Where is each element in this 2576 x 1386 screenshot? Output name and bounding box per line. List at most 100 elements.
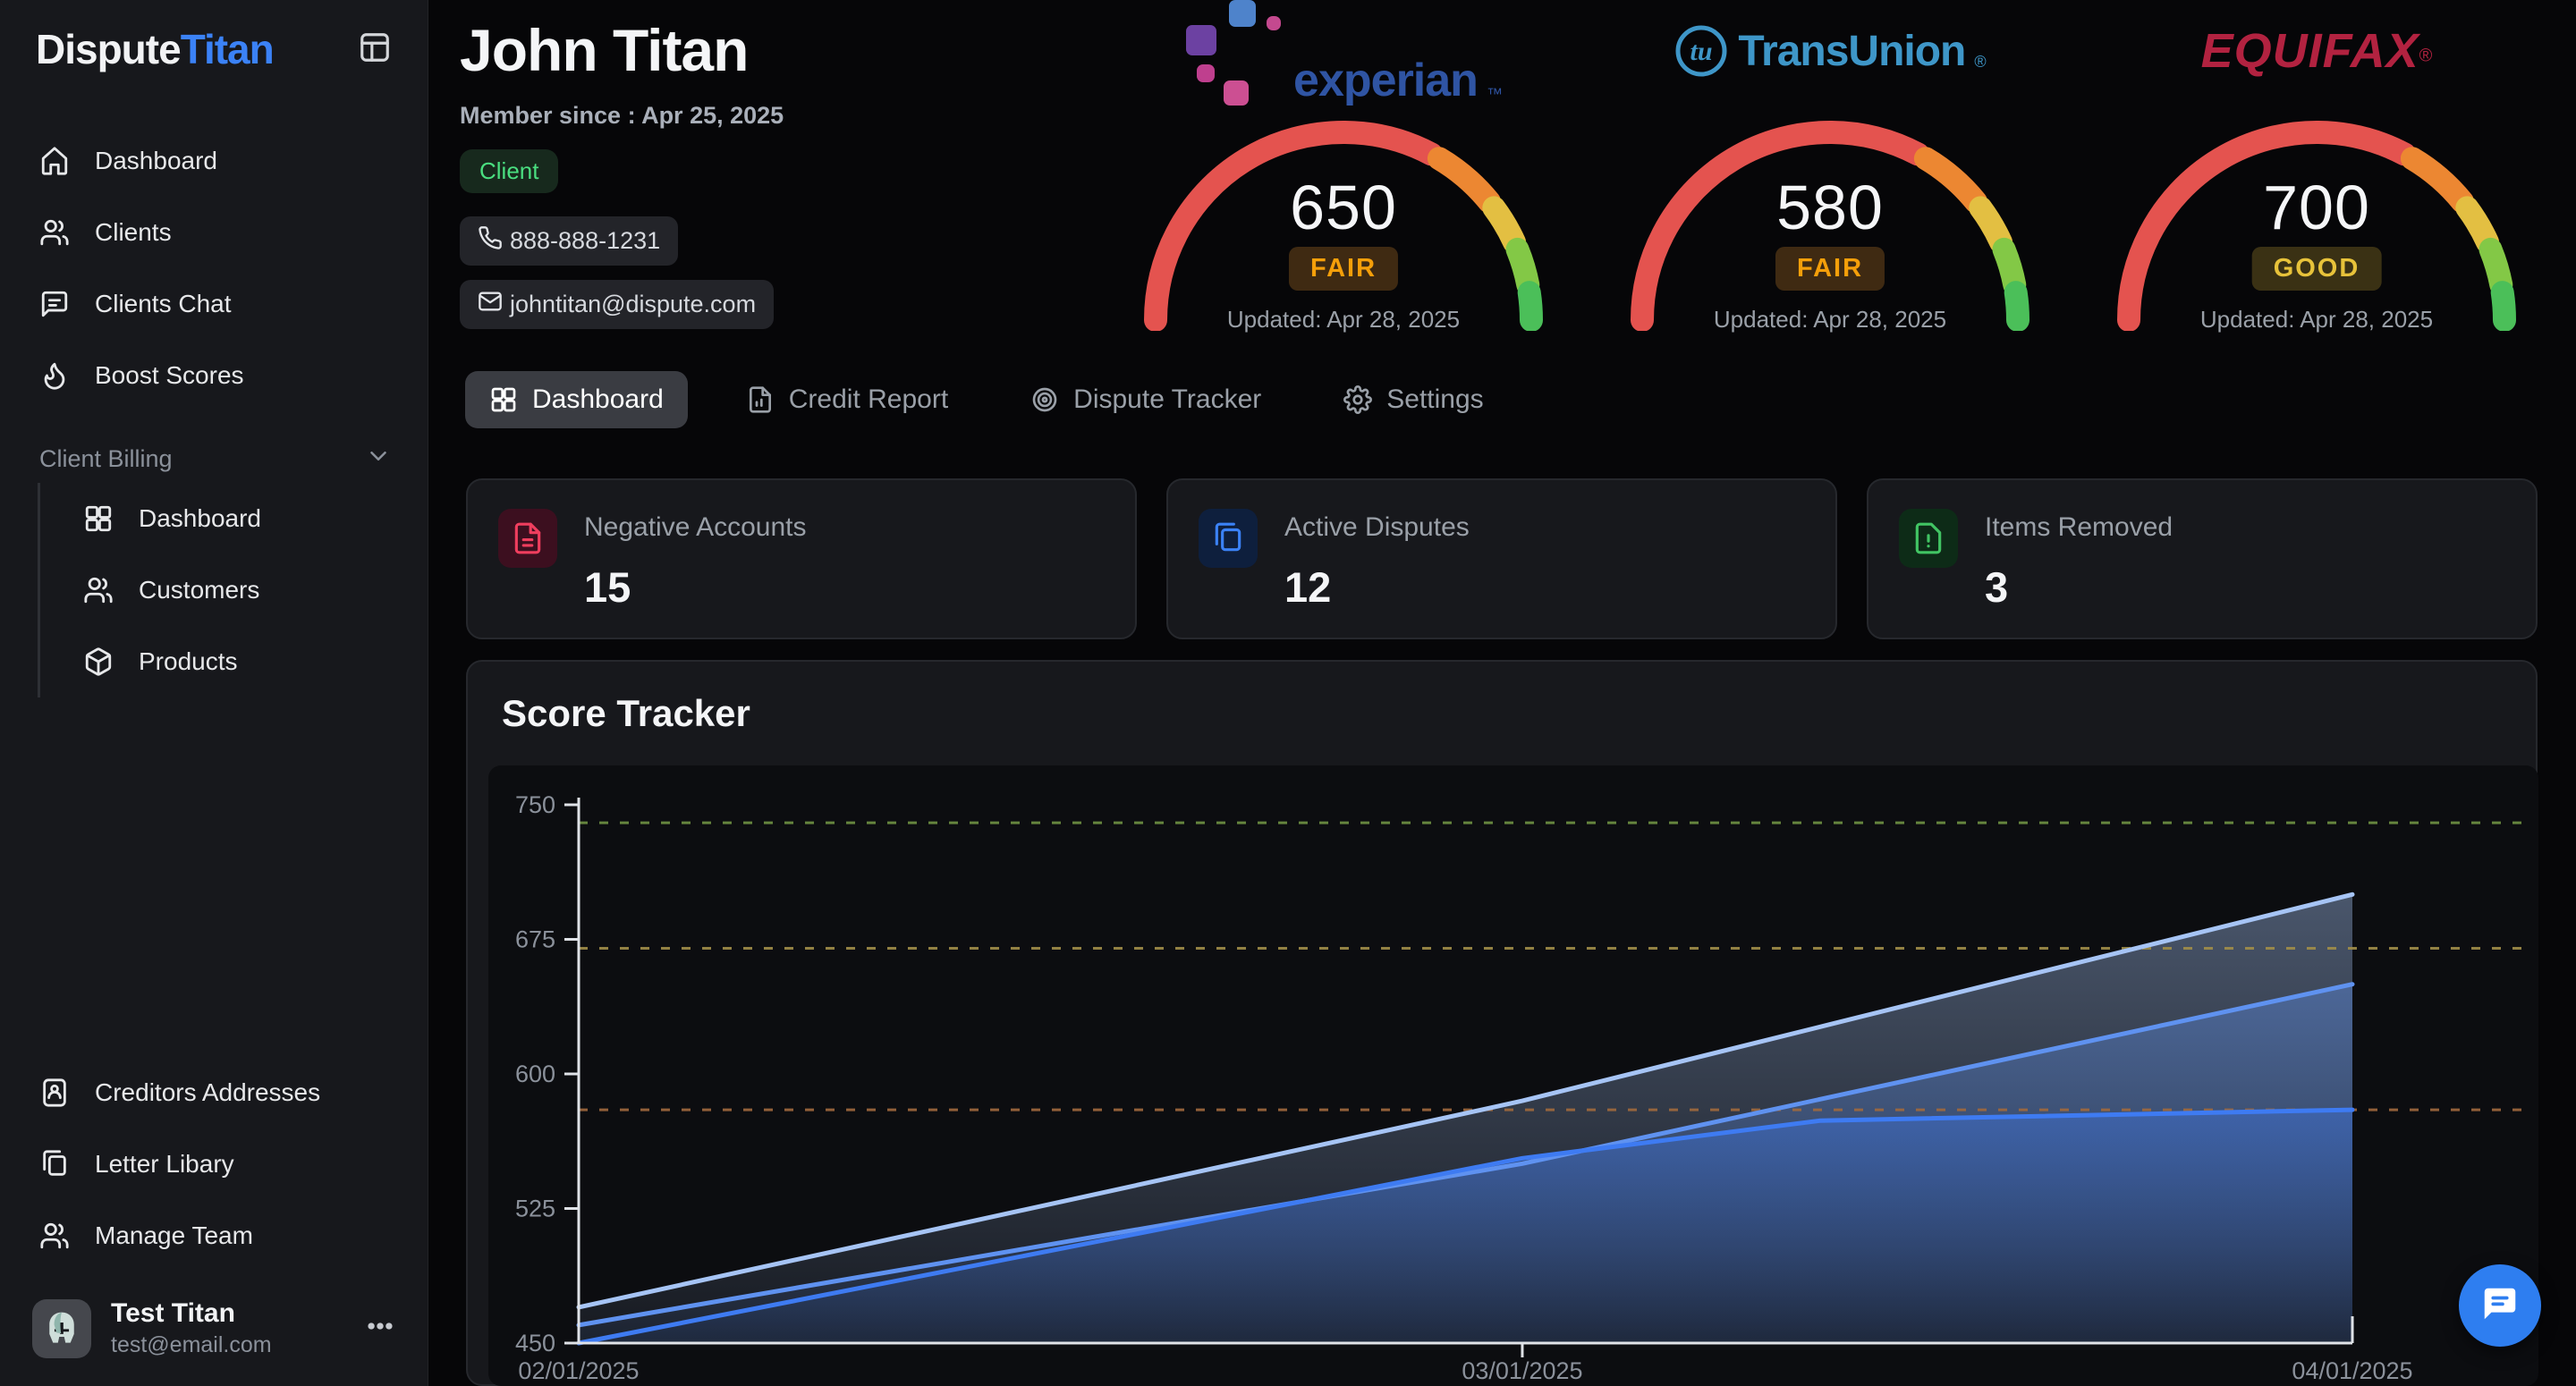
- credit-score-value: 580: [1776, 173, 1884, 242]
- sidebar-item-clients[interactable]: Clients: [0, 197, 428, 268]
- sidebar-section-client-billing[interactable]: Client Billing: [0, 435, 428, 483]
- svg-text:450: 450: [515, 1330, 555, 1356]
- sidebar-item-creditors-addresses[interactable]: Creditors Addresses: [0, 1057, 428, 1128]
- users-icon: [83, 575, 114, 605]
- credit-score-value: 650: [1290, 173, 1397, 242]
- user-options-button[interactable]: [365, 1311, 395, 1346]
- member-since: Member since : Apr 25, 2025: [460, 102, 784, 129]
- chat-bubble-icon: [2479, 1283, 2521, 1329]
- user-email: test@email.com: [111, 1332, 272, 1357]
- sidebar-toggle-button[interactable]: [358, 30, 392, 69]
- stat-card-negative-accounts: Negative Accounts 15: [466, 478, 1137, 639]
- score-line-chart: 450 525 600 675 750 02/01/2025 03/01/2025 04/01…: [515, 791, 2531, 1384]
- svg-text:600: 600: [515, 1061, 555, 1087]
- score-tracker-chart: 450 525 600 675 750 02/01/2025 03/01/2025 04/01…: [488, 765, 2538, 1386]
- score-rating-badge: FAIR: [1288, 247, 1399, 291]
- experian-dots-icon: [1184, 0, 1284, 106]
- filealert-icon: [1899, 509, 1958, 568]
- phone-chip[interactable]: 888-888-1231: [460, 216, 679, 266]
- score-tracker-card: Score Tracker 450 525 600 675 750 02/01/2025 0…: [466, 660, 2538, 1386]
- mail-icon: [478, 289, 503, 320]
- score-rating-badge: GOOD: [2251, 247, 2382, 291]
- avatar: [32, 1298, 91, 1358]
- score-updated-date: Updated: Apr 28, 2025: [1226, 306, 1461, 333]
- files-icon: [1199, 509, 1258, 568]
- transunion-logo: tu TransUnion ®: [1674, 23, 1987, 79]
- score-gauge-arc: 650 FAIR Updated: Apr 28, 2025: [1129, 97, 1558, 333]
- credit-score-value: 700: [2263, 173, 2370, 242]
- gauge-equifax: EQUIFAX® 700 GOOD Updated: Apr 28, 2025: [2102, 9, 2531, 333]
- filechart-icon: [746, 385, 775, 414]
- svg-text:675: 675: [515, 926, 555, 953]
- score-tracker-title: Score Tracker: [502, 692, 750, 734]
- tab-credit-report[interactable]: Credit Report: [722, 371, 972, 428]
- svg-text:525: 525: [515, 1196, 555, 1222]
- score-gauge-arc: 700 GOOD Updated: Apr 28, 2025: [2102, 97, 2531, 333]
- stat-card-active-disputes: Active Disputes 12: [1166, 478, 1837, 639]
- panel-layout-icon: [358, 30, 392, 69]
- stat-card-items-removed: Items Removed 3: [1867, 478, 2538, 639]
- home-icon: [39, 146, 70, 176]
- sidebar-item-letter-libary[interactable]: Letter Libary: [0, 1128, 428, 1200]
- score-rating-badge: FAIR: [1775, 247, 1885, 291]
- client-name: John Titan: [460, 17, 749, 83]
- svg-text:02/01/2025: 02/01/2025: [518, 1357, 639, 1384]
- stat-cards: Negative Accounts 15 Active Disputes 12 …: [466, 478, 2538, 639]
- target-icon: [1030, 385, 1059, 414]
- stat-label: Negative Accounts: [584, 512, 807, 542]
- book-icon: [39, 1078, 70, 1108]
- sidebar-subnav: Dashboard Customers Products: [38, 483, 428, 697]
- stat-value: 15: [584, 563, 631, 611]
- svg-text:04/01/2025: 04/01/2025: [2292, 1357, 2412, 1384]
- svg-text:750: 750: [515, 791, 555, 818]
- users-icon: [39, 1221, 70, 1251]
- grid-icon: [83, 503, 114, 534]
- phone-number: 888-888-1231: [510, 227, 661, 254]
- score-updated-date: Updated: Apr 28, 2025: [1713, 306, 1947, 333]
- gauge-transunion: tu TransUnion ® 580 FAIR Updated: Apr 28,…: [1615, 9, 2045, 333]
- sidebar-bottom-nav: Creditors Addresses Letter Libary Manage…: [0, 1057, 428, 1272]
- sidebar-item-dashboard[interactable]: Dashboard: [40, 483, 428, 554]
- tu-circle-icon: tu: [1675, 25, 1727, 77]
- tab-dispute-tracker[interactable]: Dispute Tracker: [1006, 371, 1285, 428]
- client-profile-header: John Titan Member since : Apr 25, 2025 C…: [460, 16, 784, 329]
- tab-settings[interactable]: Settings: [1319, 371, 1507, 428]
- client-status-badge: Client: [460, 149, 559, 193]
- sidebar-item-manage-team[interactable]: Manage Team: [0, 1200, 428, 1272]
- client-tabs: Dashboard Credit Report Dispute Tracker …: [465, 371, 1508, 428]
- stat-label: Active Disputes: [1284, 512, 1470, 542]
- ellipsis-icon: [365, 1311, 395, 1346]
- phone-icon: [478, 225, 503, 257]
- helmet-logo-icon: [49, 1312, 74, 1343]
- app-logo: DisputeTitan: [36, 26, 275, 72]
- users-icon: [39, 217, 70, 248]
- score-gauge-arc: 580 FAIR Updated: Apr 28, 2025: [1615, 97, 2045, 333]
- filetext-icon: [498, 509, 557, 568]
- chat-fab-button[interactable]: [2459, 1264, 2541, 1347]
- email-address: johntitan@dispute.com: [510, 291, 757, 317]
- tab-dashboard[interactable]: Dashboard: [465, 371, 688, 428]
- svg-text:03/01/2025: 03/01/2025: [1462, 1357, 1582, 1384]
- sidebar-item-products[interactable]: Products: [40, 626, 428, 697]
- score-updated-date: Updated: Apr 28, 2025: [2199, 306, 2434, 333]
- sidebar-item-clients-chat[interactable]: Clients Chat: [0, 268, 428, 340]
- svg-text:tu: tu: [1690, 37, 1713, 66]
- gauge-experian: experian ™ 650 FAIR Updated: Apr 28, 2025: [1129, 0, 1558, 333]
- user-menu[interactable]: Test Titan test@email.com: [0, 1298, 428, 1358]
- stat-label: Items Removed: [1985, 512, 2174, 542]
- gear-icon: [1343, 385, 1373, 414]
- user-name: Test Titan: [111, 1298, 235, 1328]
- package-icon: [83, 647, 114, 677]
- message-icon: [39, 289, 70, 319]
- chevron-down-icon: [365, 443, 392, 476]
- flame-icon: [39, 360, 70, 391]
- stat-value: 12: [1284, 563, 1332, 611]
- email-chip[interactable]: johntitan@dispute.com: [460, 280, 775, 329]
- files-icon: [39, 1149, 70, 1179]
- sidebar-item-customers[interactable]: Customers: [40, 554, 428, 626]
- grid-icon: [489, 385, 518, 414]
- sidebar-item-boost-scores[interactable]: Boost Scores: [0, 340, 428, 411]
- sidebar-nav: Dashboard Clients Clients Chat Boost Sco…: [0, 125, 428, 411]
- sidebar: DisputeTitan Dashboard Clients Clients C…: [0, 0, 428, 1386]
- sidebar-item-dashboard[interactable]: Dashboard: [0, 125, 428, 197]
